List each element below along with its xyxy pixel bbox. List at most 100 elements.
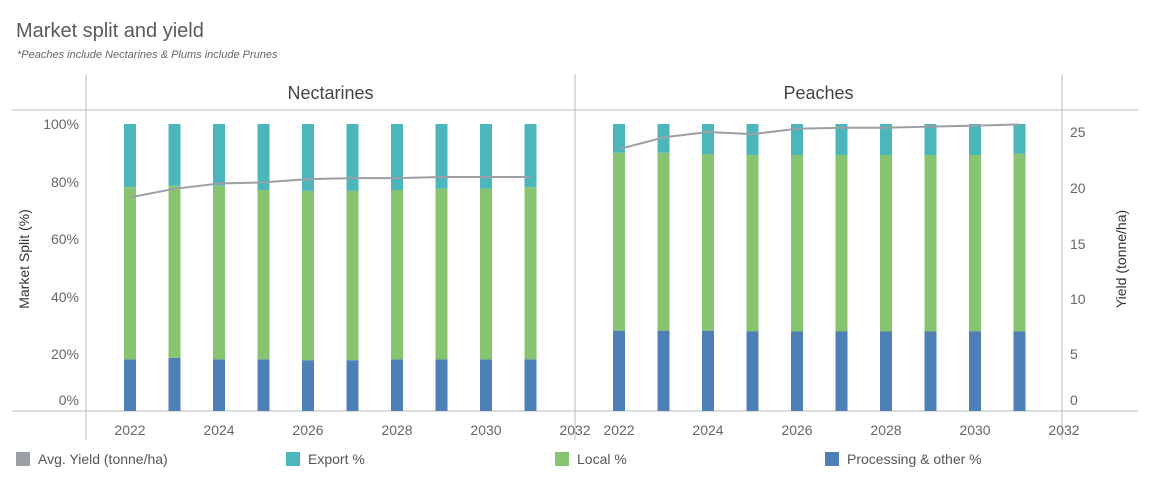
bar-processing	[791, 331, 803, 411]
legend-label-export: Export %	[308, 451, 365, 467]
bar-local	[302, 190, 314, 361]
bar-processing	[302, 360, 314, 411]
bar-processing	[880, 331, 892, 411]
bar-export	[213, 124, 225, 186]
bar-processing	[480, 359, 492, 411]
y-right-tick-label: 0	[1070, 392, 1078, 408]
x-tick-label: 2030	[959, 422, 990, 438]
bar-local	[124, 187, 136, 360]
bar-local	[391, 190, 403, 360]
chart-title: Market split and yield	[16, 20, 204, 42]
y-right-tick-label: 15	[1070, 236, 1086, 252]
bar-export	[791, 124, 803, 155]
bar-export	[168, 124, 181, 186]
bar-local	[746, 154, 759, 332]
x-tick-label: 2028	[381, 422, 412, 438]
legend-item-export[interactable]: Export %	[286, 451, 365, 467]
bar-export	[346, 124, 359, 191]
bar-local	[657, 152, 670, 331]
bar-export	[702, 124, 714, 155]
bar-export	[880, 124, 892, 155]
bar-local	[435, 188, 448, 360]
x-tick-label: 2024	[203, 422, 234, 438]
bar-export	[124, 124, 136, 188]
y-right-tick-label: 5	[1070, 346, 1078, 362]
bar-local	[880, 154, 892, 332]
bar-processing	[168, 357, 181, 411]
legend-label-processing: Processing & other %	[847, 451, 982, 467]
bar-local	[969, 154, 981, 332]
bar-export	[924, 124, 937, 155]
bar-processing	[746, 331, 759, 411]
bar-processing	[969, 331, 981, 411]
y-left-tick-label: 80%	[51, 174, 79, 190]
legend-swatch-yield	[16, 452, 30, 466]
bar-local	[168, 185, 181, 358]
legend-swatch-export	[286, 452, 300, 466]
legend-swatch-processing	[825, 452, 839, 466]
x-tick-label: 2022	[603, 422, 634, 438]
bar-local	[791, 154, 803, 332]
bar-local	[257, 190, 270, 360]
bar-export	[302, 124, 314, 191]
bar-local	[480, 188, 492, 360]
bar-export	[969, 124, 981, 155]
yield-line-nectarines	[129, 176, 531, 199]
y-left-tick-label: 20%	[51, 346, 79, 362]
bar-processing	[657, 330, 670, 411]
x-tick-label: 2022	[114, 422, 145, 438]
y-right-tick-label: 20	[1070, 180, 1086, 196]
bar-local	[835, 154, 848, 332]
chart-subtitle: *Peaches include Nectarines & Plums incl…	[17, 49, 278, 61]
legend-item-local[interactable]: Local %	[555, 451, 627, 467]
bar-local	[924, 154, 937, 332]
bar-processing	[702, 330, 714, 411]
bar-export	[435, 124, 448, 189]
bar-processing	[391, 359, 403, 411]
legend-item-processing[interactable]: Processing & other %	[825, 451, 982, 467]
y-left-tick-label: 60%	[51, 231, 79, 247]
y-left-tick-label: 40%	[51, 289, 79, 305]
bar-export	[257, 124, 270, 191]
bar-processing	[257, 359, 270, 411]
bar-local	[213, 185, 225, 360]
legend: Avg. Yield (tonne/ha) Export % Local % P…	[0, 451, 1150, 473]
legend-item-yield[interactable]: Avg. Yield (tonne/ha)	[16, 451, 168, 467]
bar-export	[835, 124, 848, 155]
bar-local	[1013, 153, 1026, 332]
bar-export	[480, 124, 492, 189]
bar-export	[391, 124, 403, 191]
bar-processing	[124, 359, 136, 411]
y-right-tick-label: 25	[1070, 124, 1086, 140]
bar-processing	[435, 359, 448, 411]
bar-export	[524, 124, 537, 188]
bar-export	[746, 124, 759, 155]
x-tick-label: 2030	[470, 422, 501, 438]
bar-local	[702, 154, 714, 331]
bar-processing	[613, 330, 625, 411]
legend-label-yield: Avg. Yield (tonne/ha)	[38, 451, 168, 467]
legend-swatch-local	[555, 452, 569, 466]
bar-local	[613, 152, 625, 331]
bar-export	[1013, 124, 1026, 154]
market-split-chart: 0% 20% 40% 60% 80% 100% 0 5 10 15 20 25 Market Split…	[12, 74, 1138, 440]
x-tick-label: 2032	[1048, 422, 1079, 438]
bar-processing	[213, 359, 225, 411]
bar-processing	[1013, 331, 1026, 411]
bar-processing	[924, 331, 937, 411]
y-left-axis-title: Market Split (%)	[16, 209, 32, 309]
y-right-tick-label: 10	[1070, 291, 1086, 307]
panel-header-peaches: Peaches	[783, 83, 853, 103]
bar-local	[346, 190, 359, 361]
bar-processing	[524, 359, 537, 411]
y-left-tick-label: 0%	[59, 392, 79, 408]
legend-label-local: Local %	[577, 451, 627, 467]
yield-line-peaches	[618, 123, 1020, 151]
bar-processing	[835, 331, 848, 411]
y-right-axis-title: Yield (tonne/ha)	[1113, 210, 1129, 308]
x-tick-label: 2024	[692, 422, 723, 438]
x-tick-label: 2026	[781, 422, 812, 438]
bar-local	[524, 187, 537, 360]
x-tick-label: 2026	[292, 422, 323, 438]
bar-export	[613, 124, 625, 153]
